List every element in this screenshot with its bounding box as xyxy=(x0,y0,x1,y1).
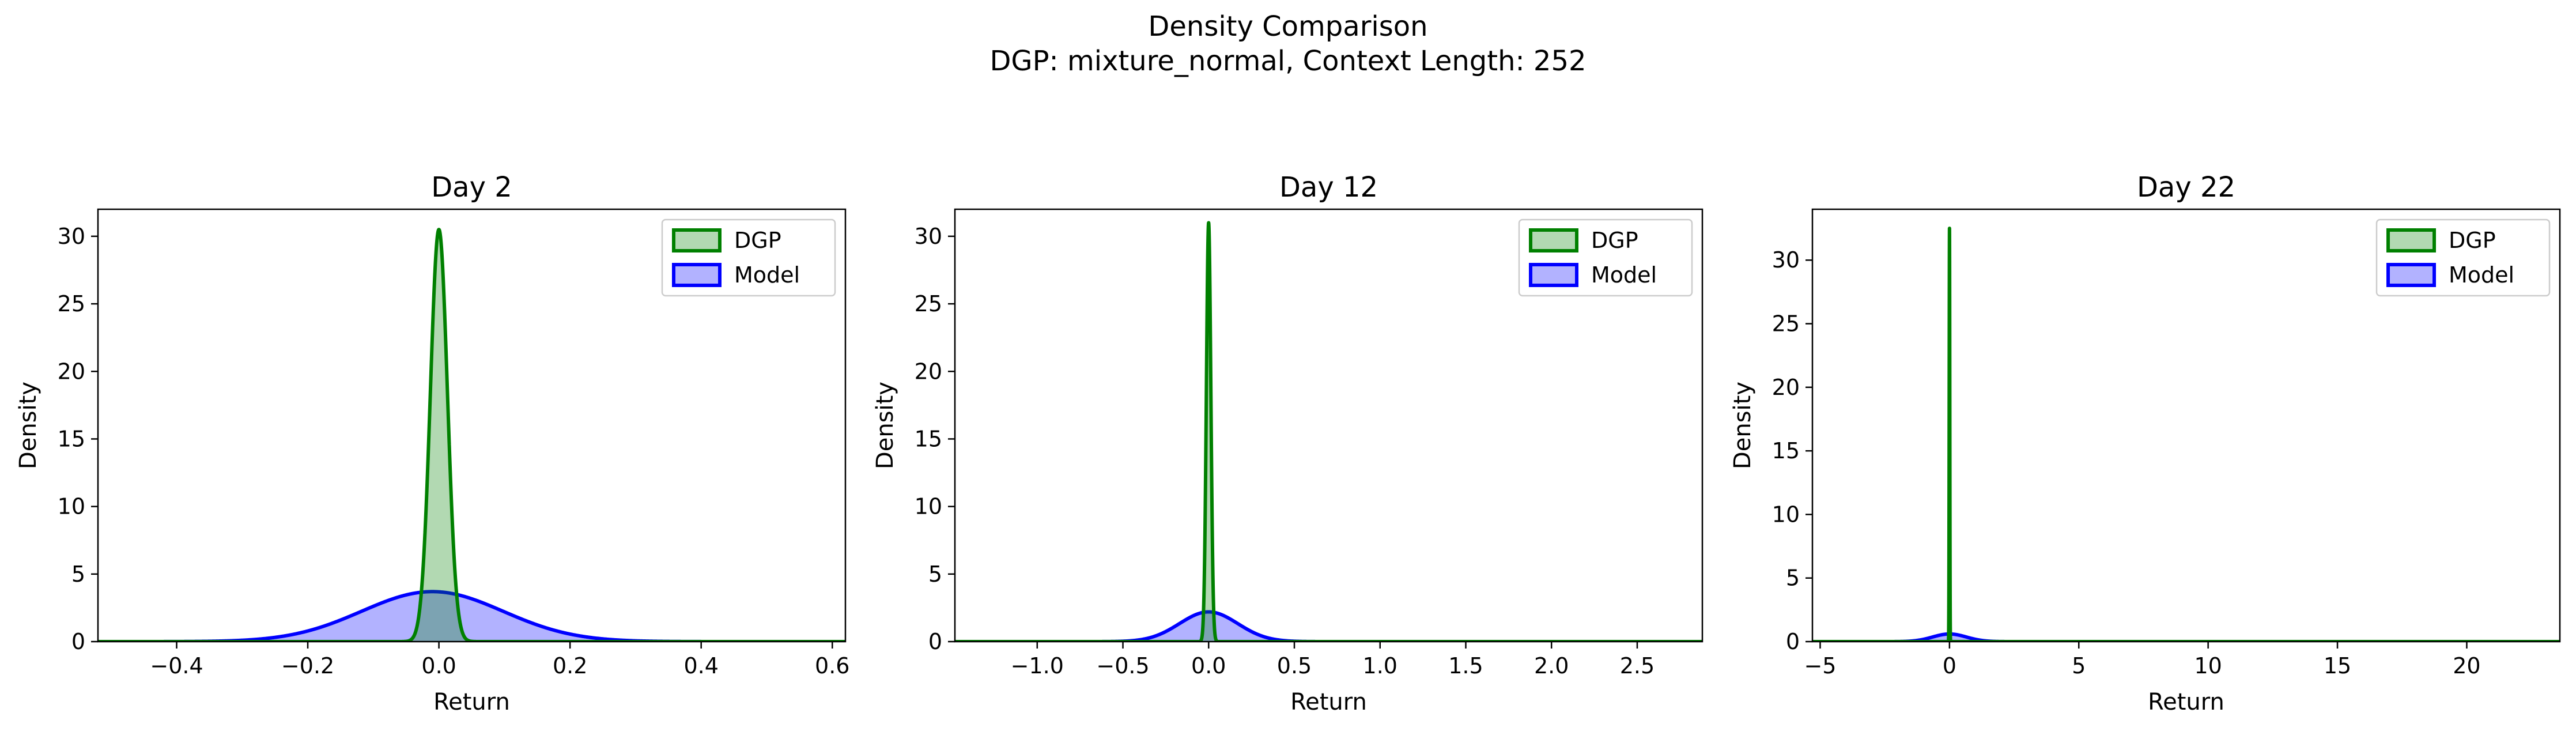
y-tick-label: 15 xyxy=(915,426,942,451)
y-tick-label: 0 xyxy=(1786,629,1800,654)
x-tick-label: 0.4 xyxy=(683,653,718,679)
y-tick-label: 25 xyxy=(58,291,85,316)
legend: DGP Model xyxy=(661,218,836,297)
subplot-title: Day 22 xyxy=(2137,171,2235,203)
y-tick-label: 5 xyxy=(1786,566,1800,591)
model-legend-label: Model xyxy=(1591,262,1657,288)
dgp-legend-label: DGP xyxy=(1591,228,1638,253)
y-axis-label: Density xyxy=(15,382,41,469)
x-tick-label: 0.5 xyxy=(1277,653,1312,679)
legend-frame xyxy=(1518,218,1693,297)
x-tick-label: 2.0 xyxy=(1534,653,1569,679)
model-legend-swatch xyxy=(2386,263,2436,287)
y-tick-label: 25 xyxy=(915,291,942,316)
dgp-legend-label: DGP xyxy=(734,228,781,253)
x-tick-label: −0.5 xyxy=(1096,653,1149,679)
x-tick-label: 5 xyxy=(2072,653,2086,679)
y-tick-label: 20 xyxy=(1772,375,1800,400)
x-tick-label: 10 xyxy=(2194,653,2222,679)
x-tick-label: 0.0 xyxy=(421,653,456,679)
y-tick-label: 5 xyxy=(71,561,85,587)
y-tick-label: 0 xyxy=(928,629,942,654)
model-legend-label: Model xyxy=(2449,262,2514,288)
figure-title: Density Comparison xyxy=(1148,10,1427,43)
x-tick-label: −0.2 xyxy=(281,653,334,679)
x-tick-label: 0.2 xyxy=(553,653,587,679)
subplot-day-12: −1.0 −0.5 0.0 0.5 1.0 1.5 2.0 2.5 0 5 10 15 20 25 30 Da… xyxy=(872,171,1704,715)
model-legend-swatch xyxy=(672,263,722,287)
y-tick-label: 10 xyxy=(58,494,85,519)
dgp-legend-label: DGP xyxy=(2449,228,2496,253)
x-tick-label: 1.0 xyxy=(1363,653,1397,679)
axes-frame xyxy=(1811,208,2561,643)
y-tick-label: 15 xyxy=(58,426,85,451)
x-axis-label: Return xyxy=(1290,689,1367,715)
model-density-fill xyxy=(98,591,845,642)
x-tick-label: −5 xyxy=(1804,653,1836,679)
subplot-title: Day 12 xyxy=(1279,171,1378,203)
y-tick-label: 20 xyxy=(58,359,85,384)
model-density-fill xyxy=(1812,634,2560,642)
model-density-fill xyxy=(955,612,1702,642)
x-tick-label: 20 xyxy=(2453,653,2480,679)
x-tick-label: −1.0 xyxy=(1011,653,1064,679)
axes-frame xyxy=(954,208,1704,643)
x-tick-label: 15 xyxy=(2324,653,2351,679)
x-axis-label: Return xyxy=(2148,689,2224,715)
legend: DGP Model xyxy=(1518,218,1693,297)
legend-frame xyxy=(661,218,836,297)
figure-subtitle: DGP: mixture_normal, Context Length: 252 xyxy=(989,45,1586,77)
y-tick-label: 15 xyxy=(1772,438,1800,463)
x-axis-label: Return xyxy=(433,689,510,715)
y-axis-label: Density xyxy=(1729,382,1756,469)
y-tick-label: 25 xyxy=(1772,311,1800,337)
dgp-density-line xyxy=(98,228,845,642)
y-tick-label: 30 xyxy=(58,224,85,249)
y-tick-label: 10 xyxy=(1772,502,1800,527)
dgp-legend-swatch xyxy=(1529,228,1578,252)
subplot-title: Day 2 xyxy=(431,171,512,203)
model-legend-swatch xyxy=(1529,263,1578,287)
x-tick-label: 0 xyxy=(1943,653,1956,679)
y-tick-label: 20 xyxy=(915,359,942,384)
legend-frame xyxy=(2375,218,2551,297)
y-tick-label: 30 xyxy=(915,224,942,249)
y-tick-label: 10 xyxy=(915,494,942,519)
subplot-day-2: −0.4 −0.2 0.0 0.2 0.4 0.6 0 5 10 15 20 25 30 Day 2 Ret… xyxy=(15,171,849,715)
legend: DGP Model xyxy=(2375,218,2551,297)
y-tick-label: 5 xyxy=(928,561,942,587)
x-tick-label: 0.0 xyxy=(1191,653,1226,679)
model-density-line xyxy=(955,610,1702,642)
axes-frame xyxy=(97,208,847,643)
y-tick-label: 30 xyxy=(1772,247,1800,273)
y-axis-label: Density xyxy=(872,382,898,469)
x-tick-label: 1.5 xyxy=(1448,653,1483,679)
x-tick-label: −0.4 xyxy=(150,653,203,679)
model-legend-label: Model xyxy=(734,262,800,288)
x-tick-label: 2.5 xyxy=(1620,653,1655,679)
dgp-legend-swatch xyxy=(672,228,722,252)
dgp-density-line xyxy=(955,221,1702,642)
x-tick-label: 0.6 xyxy=(815,653,849,679)
y-tick-label: 0 xyxy=(71,629,85,654)
dgp-legend-swatch xyxy=(2386,228,2436,252)
